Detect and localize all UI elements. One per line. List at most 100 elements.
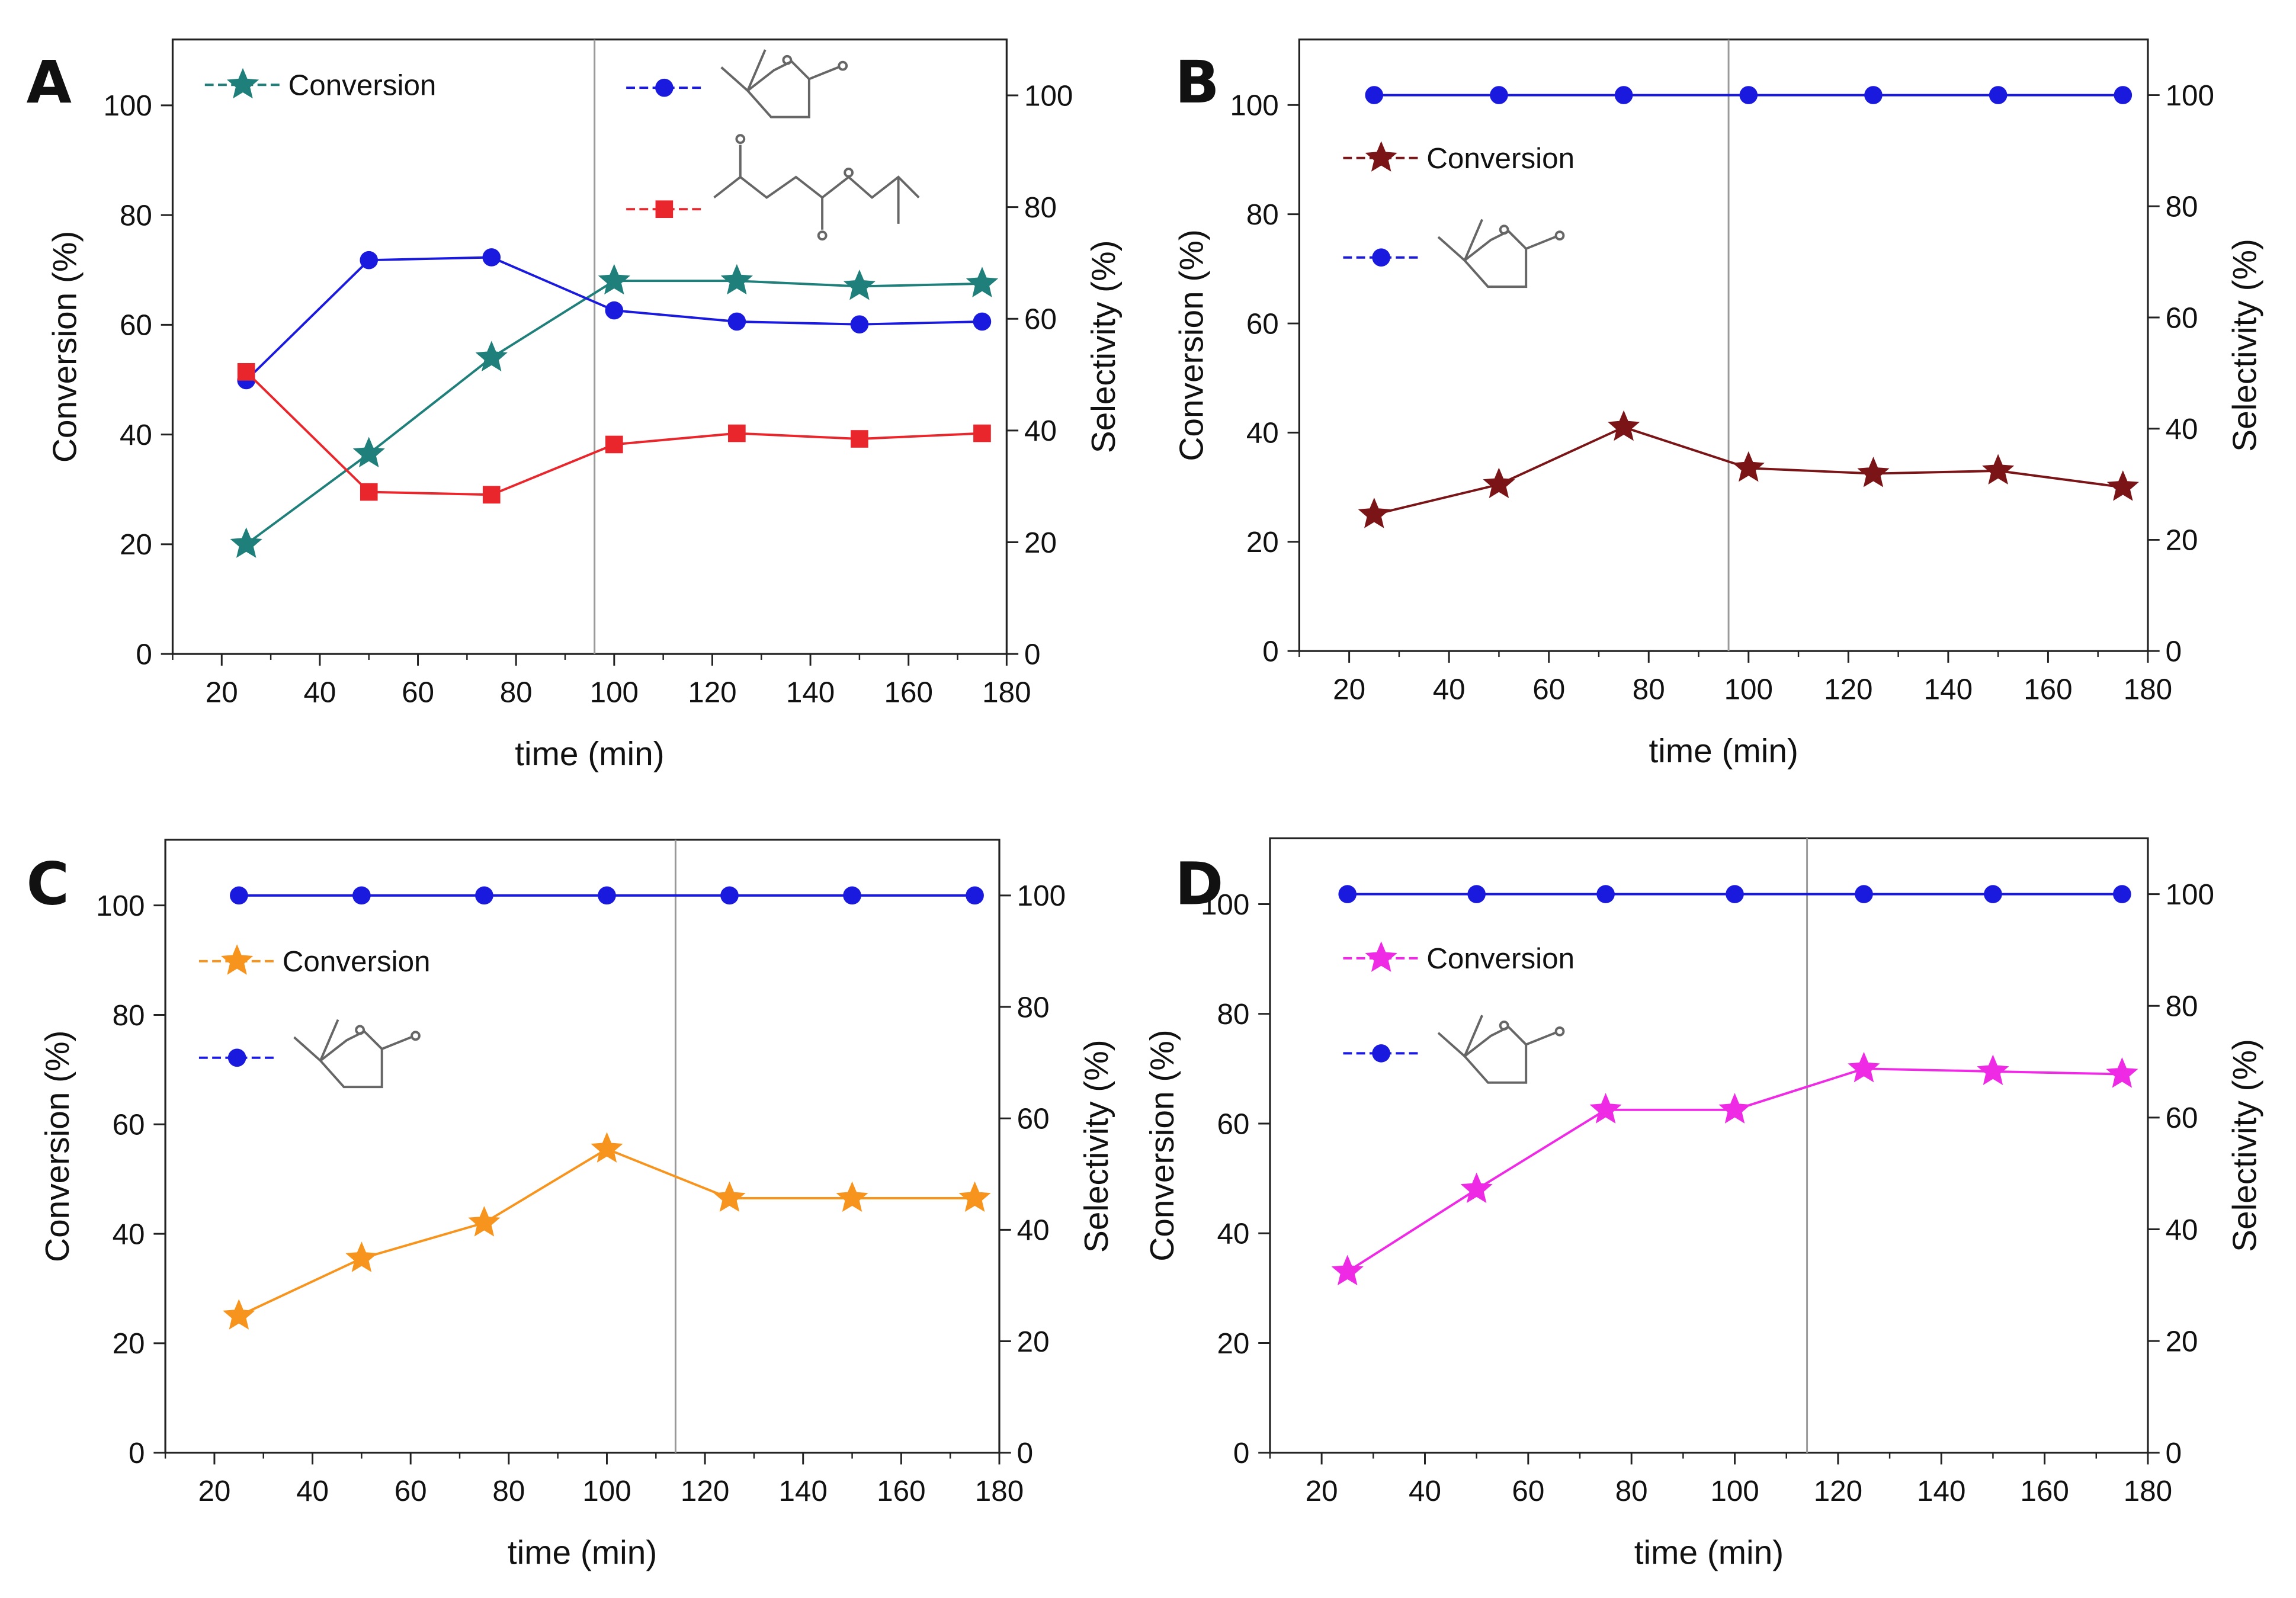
y-right-tick-label: 80 xyxy=(1017,991,1050,1023)
gvl-ring-line xyxy=(1463,1015,1528,1084)
data-point-circle xyxy=(598,886,616,905)
gvl-methyl-line xyxy=(720,66,749,92)
gvl-structure xyxy=(293,1019,421,1089)
data-point-circle xyxy=(352,886,371,905)
legend-label: Conversion xyxy=(288,69,437,102)
data-point-star xyxy=(1358,498,1390,528)
x-tick-label: 160 xyxy=(884,676,933,709)
y-right-tick-label: 20 xyxy=(1024,527,1057,559)
data-point-star xyxy=(1460,1172,1493,1204)
x-tick-label: 40 xyxy=(296,1475,329,1507)
gvl-carbonyl-oxygen xyxy=(838,60,848,71)
gvl-structure xyxy=(720,49,848,118)
series-1 xyxy=(230,886,984,905)
data-point-circle xyxy=(482,248,501,267)
data-point-square xyxy=(237,363,255,381)
data-point-star xyxy=(843,269,876,300)
y-left-tick-label: 0 xyxy=(136,638,152,670)
y-left-tick-label: 60 xyxy=(1246,307,1279,340)
data-point-circle xyxy=(727,312,746,331)
data-point-star xyxy=(1848,1051,1880,1083)
data-point-star xyxy=(475,341,508,371)
gvl-ring-oxygen xyxy=(1499,224,1509,235)
data-point-circle xyxy=(843,886,861,905)
panel-letter: D xyxy=(1175,850,1223,918)
x-tick-label: 20 xyxy=(206,676,238,709)
legend: Conversion xyxy=(204,49,920,241)
x-tick-label: 60 xyxy=(1512,1475,1544,1507)
panel-b: B 20 40 60 80 100 120 140 160 180 0 20 40 60 80 100 0 20 4… xyxy=(1173,38,2264,770)
data-point-circle xyxy=(1739,86,1758,104)
series-0 xyxy=(230,264,999,558)
y-right-tick-label: 0 xyxy=(2166,635,2182,668)
data-point-star xyxy=(468,1206,501,1237)
gvl-carbonyl-oxygen xyxy=(1554,230,1565,241)
x-tick-label: 80 xyxy=(492,1475,525,1507)
data-point-circle xyxy=(1467,885,1486,903)
y-left-tick-label: 80 xyxy=(1246,198,1279,231)
data-point-circle xyxy=(605,301,624,320)
data-point-circle xyxy=(1490,86,1508,104)
series-line xyxy=(238,1147,975,1317)
y-left-tick-label: 60 xyxy=(1217,1108,1249,1140)
series-0 xyxy=(1331,1051,2138,1286)
data-point-star xyxy=(720,264,753,295)
data-point-circle xyxy=(966,886,984,905)
data-point-star xyxy=(2106,1057,2138,1088)
y-right-tick-label: 60 xyxy=(2166,301,2198,334)
data-point-circle xyxy=(1614,86,1633,104)
y-right-tick-label: 100 xyxy=(2166,878,2214,911)
y-right-tick-label: 20 xyxy=(2166,1325,2198,1358)
x-tick-label: 160 xyxy=(2024,673,2072,706)
data-point-star xyxy=(223,1299,255,1330)
y-right-tick-label: 100 xyxy=(1024,79,1073,112)
x-tick-label: 100 xyxy=(1710,1475,1759,1507)
data-point-star xyxy=(966,267,999,297)
y-right-axis-title: Selectivity (%) xyxy=(1085,240,1123,453)
panel-c: C 20 40 60 80 100 120 140 160 180 0 20 40 60 80 100 0 20 4… xyxy=(26,839,1115,1571)
gvl-ring-line xyxy=(746,49,810,118)
gvl-carbonyl-line xyxy=(1525,236,1556,250)
data-point-circle xyxy=(850,315,869,333)
legend-marker-circle xyxy=(655,78,674,97)
panel-letter: A xyxy=(26,49,71,117)
gvl-ring-line xyxy=(319,1019,383,1089)
data-point-circle xyxy=(2113,885,2131,903)
y-right-tick-label: 60 xyxy=(1017,1102,1050,1135)
data-point-circle xyxy=(360,251,379,269)
gvl-ring-oxygen xyxy=(782,54,793,65)
y-left-tick-label: 40 xyxy=(113,1218,145,1250)
legend-marker-circle xyxy=(1372,248,1390,267)
data-point-star xyxy=(1857,457,1890,487)
gvl-methyl-line xyxy=(1437,236,1466,262)
y-right-axis-title: Selectivity (%) xyxy=(2227,239,2264,452)
y-left-axis-title: Conversion (%) xyxy=(1173,229,1210,461)
x-tick-label: 180 xyxy=(975,1475,1024,1507)
x-tick-label: 20 xyxy=(1333,673,1365,706)
ester-backbone-line xyxy=(713,175,920,200)
legend-marker-star xyxy=(1365,941,1397,972)
y-right-tick-label: 100 xyxy=(2166,79,2214,112)
data-point-star xyxy=(836,1181,868,1212)
y-right-tick-label: 80 xyxy=(2166,990,2198,1023)
y-right-tick-label: 40 xyxy=(1024,415,1057,447)
legend-marker-circle xyxy=(227,1048,246,1067)
data-point-star xyxy=(1977,1054,2009,1085)
plot-frame xyxy=(164,839,1001,1454)
data-point-star xyxy=(1718,1093,1751,1124)
series-1 xyxy=(1338,885,2131,903)
x-tick-label: 80 xyxy=(500,676,533,709)
data-point-square xyxy=(973,424,991,442)
legend: Conversion xyxy=(1343,941,1575,1084)
y-left-tick-label: 60 xyxy=(120,309,152,342)
data-point-square xyxy=(851,430,868,448)
data-point-star xyxy=(958,1181,991,1212)
y-right-tick-label: 100 xyxy=(1017,880,1066,912)
x-tick-label: 20 xyxy=(1306,1475,1338,1507)
x-axis-title: time (min) xyxy=(1649,733,1798,770)
y-left-tick-label: 0 xyxy=(1233,1437,1249,1469)
x-tick-label: 20 xyxy=(198,1475,230,1507)
data-point-star xyxy=(1483,467,1515,499)
data-point-circle xyxy=(1984,885,2002,903)
